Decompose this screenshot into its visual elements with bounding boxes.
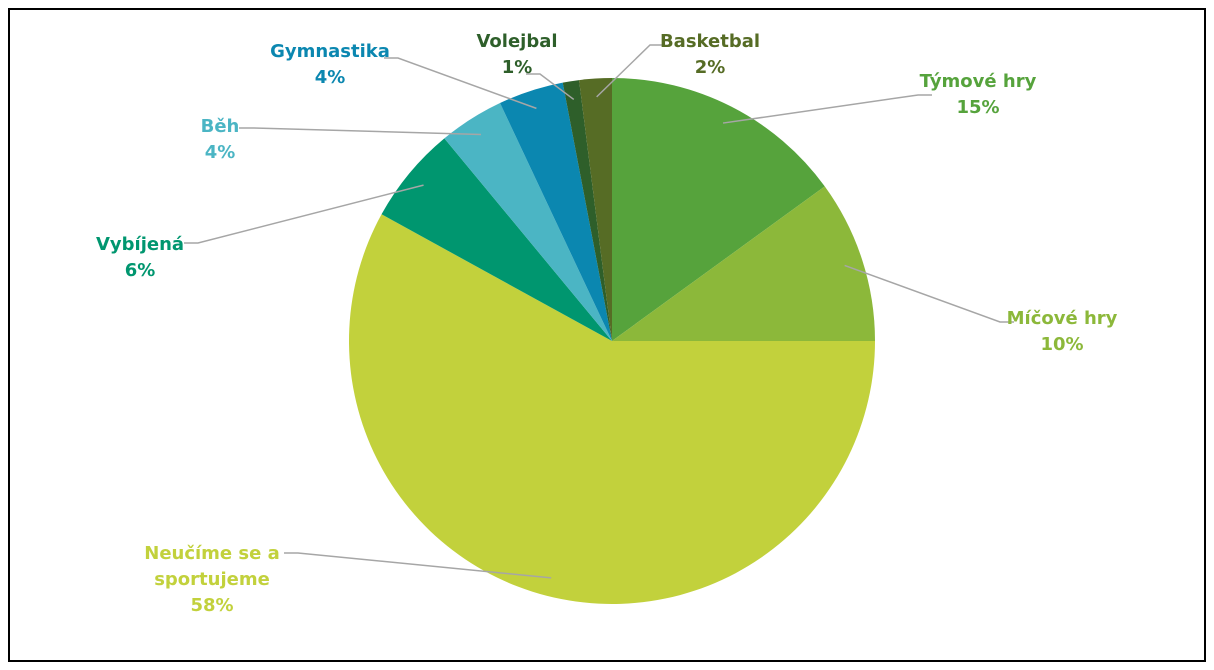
category-label: Neučíme se a sportujeme bbox=[144, 543, 280, 590]
data-label: Volejbal 1% bbox=[476, 29, 557, 81]
category-label: Týmové hry bbox=[919, 71, 1037, 92]
category-label: Gymnastika bbox=[270, 41, 390, 62]
leader-line bbox=[722, 94, 932, 124]
value-label: 6% bbox=[124, 260, 156, 281]
data-label: Basketbal 2% bbox=[660, 29, 760, 81]
category-label: Vybíjená bbox=[95, 234, 185, 255]
leader-line bbox=[596, 44, 664, 98]
data-label: Vybíjená 6% bbox=[96, 232, 184, 284]
value-label: 4% bbox=[204, 142, 236, 163]
leader-line bbox=[526, 73, 575, 101]
value-label: 58% bbox=[190, 595, 234, 616]
value-label: 1% bbox=[501, 57, 533, 78]
pie-slice bbox=[444, 103, 612, 341]
leader-line bbox=[184, 184, 424, 244]
pie-slice bbox=[612, 78, 825, 341]
pie-slice bbox=[579, 78, 612, 341]
category-label: Basketbal bbox=[659, 31, 761, 52]
pie-slice bbox=[348, 214, 875, 605]
leader-line bbox=[384, 57, 537, 110]
value-label: 2% bbox=[694, 57, 726, 78]
category-label: Běh bbox=[200, 116, 240, 137]
value-label: 15% bbox=[956, 97, 1000, 118]
pie-slice bbox=[381, 138, 612, 341]
value-label: 10% bbox=[1040, 334, 1084, 355]
category-label: Volejbal bbox=[476, 31, 558, 52]
leader-line bbox=[844, 264, 1014, 323]
pie-slice bbox=[612, 186, 875, 341]
data-label: Neučíme se a sportujeme 58% bbox=[117, 541, 307, 619]
data-label: Týmové hry 15% bbox=[920, 69, 1037, 121]
data-label: Běh 4% bbox=[201, 114, 240, 166]
leader-lines bbox=[184, 44, 1014, 579]
data-label: Gymnastika 4% bbox=[270, 39, 390, 91]
value-label: 4% bbox=[314, 67, 346, 88]
pie-slice bbox=[500, 82, 612, 342]
data-label: Míčové hry 10% bbox=[1007, 306, 1118, 358]
leader-line bbox=[284, 552, 552, 579]
pie-slice bbox=[562, 80, 612, 341]
category-label: Míčové hry bbox=[1006, 308, 1118, 329]
leader-line bbox=[239, 127, 481, 136]
